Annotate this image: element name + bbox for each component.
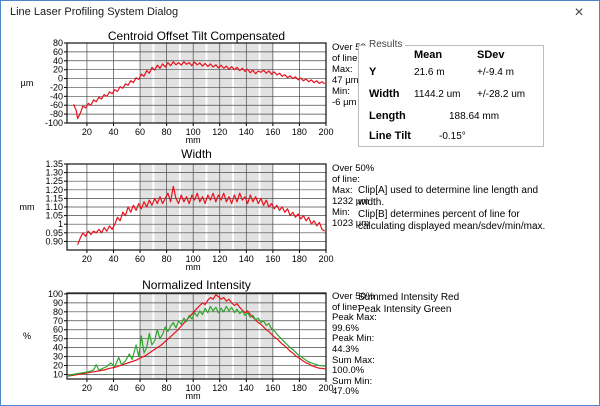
svg-text:Width: Width	[181, 149, 212, 161]
svg-text:20: 20	[82, 383, 92, 393]
svg-text:180: 180	[292, 383, 307, 393]
svg-text:-20: -20	[50, 82, 63, 92]
svg-text:-60: -60	[50, 100, 63, 110]
svg-text:140: 140	[239, 127, 254, 137]
results-row-linetilt-label: Line Tilt	[369, 130, 411, 142]
svg-text:160: 160	[265, 254, 280, 264]
chart-intensity-annotation: Over 50% of line: Peak Max: 99.6% Peak M…	[332, 291, 377, 398]
results-col-sdev: SDev	[477, 49, 505, 61]
svg-text:-40: -40	[50, 91, 63, 101]
svg-text:1.30: 1.30	[45, 168, 63, 178]
svg-text:40: 40	[53, 56, 63, 66]
svg-text:80: 80	[162, 383, 172, 393]
results-row-width-mean: 1144.2 um	[414, 89, 461, 100]
svg-text:30: 30	[53, 352, 63, 362]
svg-text:50: 50	[53, 334, 63, 344]
chart-canvas-2: 20 40 60 80 100 120 140 160 180 20010090807060504…	[23, 279, 334, 401]
results-row-linetilt-value: -0.15°	[439, 131, 466, 142]
svg-text:mm: mm	[186, 391, 201, 401]
svg-text:160: 160	[265, 127, 280, 137]
svg-text:40: 40	[53, 343, 63, 353]
results-row-y-sdev: +/-9.4 m	[477, 67, 514, 78]
svg-text:160: 160	[265, 383, 280, 393]
svg-text:60: 60	[135, 254, 145, 264]
svg-text:0: 0	[58, 74, 63, 84]
svg-text:80: 80	[53, 307, 63, 317]
svg-text:140: 140	[239, 254, 254, 264]
svg-text:60: 60	[135, 383, 145, 393]
results-row-width-label: Width	[369, 88, 400, 100]
svg-text:120: 120	[212, 127, 227, 137]
svg-text:Centroid Offset Tilt Compensat: Centroid Offset Tilt Compensated	[108, 29, 285, 43]
svg-text:40: 40	[108, 254, 118, 264]
results-row-y-mean: 21.6 m	[414, 67, 445, 78]
svg-text:1.05: 1.05	[45, 211, 63, 221]
svg-text:1.15: 1.15	[45, 193, 63, 203]
svg-text:1.10: 1.10	[45, 202, 63, 212]
svg-text:mm: mm	[186, 135, 201, 143]
svg-text:80: 80	[162, 127, 172, 137]
results-row-y-label: Y	[369, 66, 377, 78]
svg-text:200: 200	[318, 127, 333, 137]
chart-canvas-1: 20 40 60 80 100 120 140 160 180 2001.351.301.251.…	[20, 149, 334, 271]
svg-text:90: 90	[53, 298, 63, 308]
title-bar: Line Laser Profiling System Dialog ×	[1, 1, 599, 25]
svg-text:180: 180	[292, 127, 307, 137]
svg-text:20: 20	[53, 65, 63, 75]
svg-text:20: 20	[82, 254, 92, 264]
chart-normalized-intensity: 20 40 60 80 100 120 140 160 180 200 100 90 80 70 60 50 4…	[1, 279, 341, 401]
svg-text:200: 200	[318, 383, 333, 393]
svg-text:60: 60	[135, 127, 145, 137]
svg-text:100: 100	[186, 254, 201, 264]
svg-text:20: 20	[53, 361, 63, 371]
clip-note: Clip[A] used to determine line length an…	[358, 185, 546, 232]
svg-text:µm: µm	[21, 78, 34, 88]
svg-text:60: 60	[53, 47, 63, 57]
svg-text:1.20: 1.20	[45, 185, 63, 195]
chart-canvas-0: 20 40 60 80 100 120 140 160 180 200806040200-20-4…	[21, 29, 334, 143]
svg-text:mm: mm	[20, 202, 35, 212]
svg-text:1.25: 1.25	[45, 176, 63, 186]
results-col-mean: Mean	[414, 49, 443, 61]
svg-text:10: 10	[53, 370, 63, 380]
svg-text:70: 70	[53, 316, 63, 326]
intensity-series-legend: Summed Intensity Red Peak Intensity Gree…	[358, 292, 460, 315]
results-row-width-sdev: +/-28.2 um	[477, 89, 526, 100]
results-legend: Results	[366, 39, 406, 50]
window-title: Line Laser Profiling System Dialog	[10, 6, 179, 18]
svg-text:1: 1	[58, 219, 63, 229]
chart-width: 20 40 60 80 100 120 140 160 180 200 1.35 1.30 1.25 1.…	[1, 149, 341, 271]
svg-text:80: 80	[53, 38, 63, 48]
results-panel: Results Mean SDev Y 21.6 m +/-9.4 m Widt…	[358, 39, 544, 147]
svg-text:100: 100	[48, 289, 63, 299]
svg-text:mm: mm	[186, 262, 201, 271]
svg-text:120: 120	[212, 383, 227, 393]
svg-text:40: 40	[108, 383, 118, 393]
close-button[interactable]: ×	[567, 2, 591, 23]
svg-text:100: 100	[186, 383, 201, 393]
svg-text:180: 180	[292, 254, 307, 264]
svg-text:100: 100	[186, 127, 201, 137]
chart-centroid-offset: 20 40 60 80 100 120 140 160 180 200 80 60 40 20 0 -20 -4…	[1, 29, 341, 143]
svg-text:20: 20	[82, 127, 92, 137]
svg-text:-100: -100	[45, 118, 63, 128]
svg-text:140: 140	[239, 383, 254, 393]
svg-text:-80: -80	[50, 109, 63, 119]
svg-text:0.90: 0.90	[45, 236, 63, 246]
svg-text:120: 120	[212, 254, 227, 264]
svg-text:80: 80	[162, 254, 172, 264]
results-row-length-label: Length	[369, 110, 406, 122]
svg-text:40: 40	[108, 127, 118, 137]
svg-text:0.95: 0.95	[45, 228, 63, 238]
svg-text:60: 60	[53, 325, 63, 335]
svg-text:%: %	[23, 331, 31, 341]
chart-width-annotation: Over 50% of line: Max: 1232 µm Min: 1023…	[332, 163, 375, 229]
results-row-length-value: 188.64 mm	[449, 111, 500, 122]
svg-text:Normalized Intensity: Normalized Intensity	[142, 279, 251, 292]
svg-text:200: 200	[318, 254, 333, 264]
svg-text:1.35: 1.35	[45, 159, 63, 169]
